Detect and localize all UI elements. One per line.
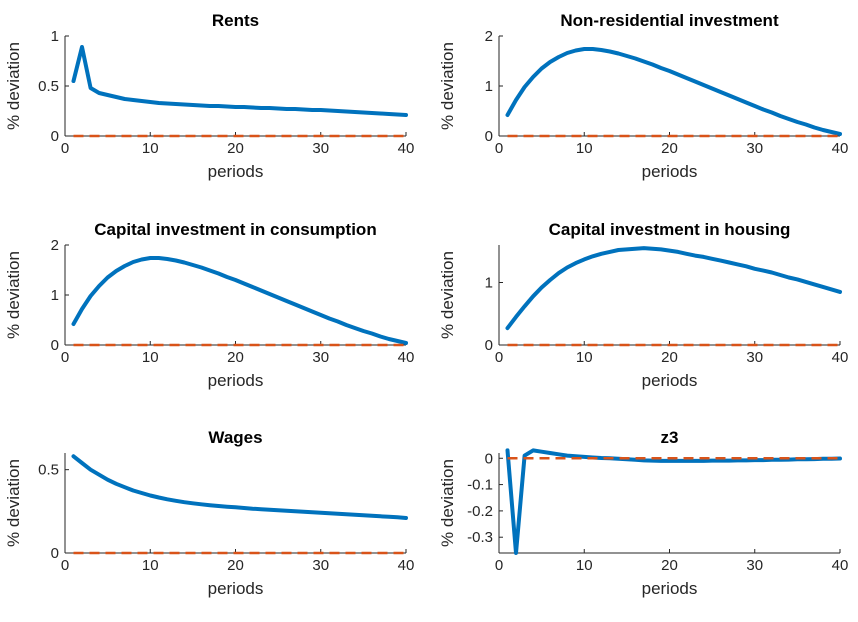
y-tick-label: 1 [51, 28, 59, 45]
y-tick-label: 0 [485, 337, 493, 354]
y-axis-label: % deviation [438, 42, 457, 130]
x-tick-label: 40 [832, 140, 849, 157]
impulse-response-line [71, 454, 408, 520]
subplot-title: Non-residential investment [560, 11, 779, 30]
y-axis-label: % deviation [438, 459, 457, 547]
x-tick-label: 10 [576, 140, 593, 157]
y-tick-label: 2 [485, 28, 493, 45]
subplot-title: z3 [661, 428, 679, 447]
x-tick-label: 10 [142, 349, 159, 366]
x-axis-label: periods [208, 579, 264, 598]
impulse-response-line [505, 47, 842, 136]
y-tick-label: 1 [51, 287, 59, 304]
x-tick-label: 0 [61, 349, 69, 366]
x-tick-label: 30 [312, 349, 329, 366]
subplot-1: Rents 0 10 20 30 40 0 0.5 1 periods % deviation [4, 11, 414, 181]
subplot-2: Non-residential investment 0 10 20 30 40 0 1 2 pe… [438, 11, 848, 181]
x-axis-label: periods [642, 162, 698, 181]
x-axis-label: periods [642, 371, 698, 390]
y-tick-label: 1 [485, 78, 493, 95]
x-tick-label: 40 [832, 349, 849, 366]
impulse-response-line [71, 256, 408, 345]
y-axis-label: % deviation [438, 251, 457, 339]
y-axis-label: % deviation [4, 459, 23, 547]
x-tick-label: 20 [227, 557, 244, 574]
x-tick-label: 0 [61, 557, 69, 574]
y-axis-label: % deviation [4, 251, 23, 339]
y-tick-label: -0.2 [467, 503, 493, 520]
x-tick-label: 30 [312, 140, 329, 157]
x-tick-label: 10 [142, 557, 159, 574]
x-tick-label: 20 [661, 140, 678, 157]
y-tick-label: 0 [51, 337, 59, 354]
subplot-6: z3 0 10 20 30 40 0 -0.1 -0.2 -0.3 periods % deviati… [438, 428, 848, 598]
impulse-response-line [505, 448, 842, 555]
y-tick-label: -0.3 [467, 529, 493, 546]
x-tick-label: 0 [61, 140, 69, 157]
x-tick-label: 40 [398, 349, 415, 366]
x-tick-label: 40 [398, 557, 415, 574]
y-tick-label: 0.5 [38, 462, 59, 479]
y-tick-label: -0.1 [467, 477, 493, 494]
subplot-4: Capital investment in housing 0 10 20 30 40 0 1… [438, 220, 848, 390]
x-tick-label: 30 [746, 557, 763, 574]
x-tick-label: 10 [576, 557, 593, 574]
y-tick-label: 1 [485, 275, 493, 292]
x-axis-label: periods [208, 371, 264, 390]
x-tick-label: 20 [227, 140, 244, 157]
y-tick-label: 0 [485, 128, 493, 145]
x-tick-label: 0 [495, 557, 503, 574]
x-axis-label: periods [208, 162, 264, 181]
y-tick-label: 0 [51, 545, 59, 562]
x-tick-label: 40 [832, 557, 849, 574]
x-tick-label: 20 [227, 349, 244, 366]
subplot-title: Capital investment in housing [549, 220, 791, 239]
impulse-response-line [505, 246, 842, 331]
x-axis-label: periods [642, 579, 698, 598]
y-tick-label: 0 [485, 450, 493, 467]
subplot-title: Rents [212, 11, 259, 30]
x-tick-label: 40 [398, 140, 415, 157]
y-tick-label: 2 [51, 237, 59, 254]
impulse-response-line [71, 45, 408, 117]
x-tick-label: 30 [746, 140, 763, 157]
x-tick-label: 30 [312, 557, 329, 574]
x-tick-label: 10 [142, 140, 159, 157]
y-tick-label: 0 [51, 128, 59, 145]
subplot-5: Wages 0 10 20 30 40 0 0.5 periods % deviation [4, 428, 414, 598]
x-tick-label: 0 [495, 140, 503, 157]
subplot-title: Wages [208, 428, 262, 447]
y-axis-label: % deviation [4, 42, 23, 130]
subplot-title: Capital investment in consumption [94, 220, 376, 239]
x-tick-label: 20 [661, 557, 678, 574]
y-tick-label: 0.5 [38, 78, 59, 95]
x-tick-label: 0 [495, 349, 503, 366]
x-tick-label: 10 [576, 349, 593, 366]
x-tick-label: 30 [746, 349, 763, 366]
x-tick-label: 20 [661, 349, 678, 366]
